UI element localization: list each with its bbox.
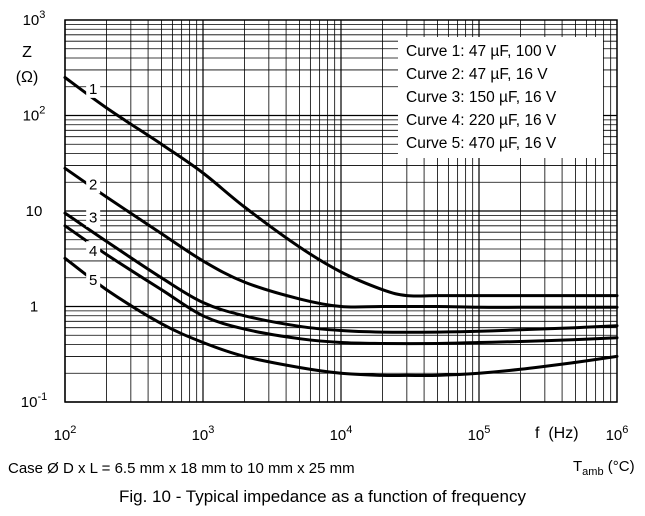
x-tick-label: 106 [606, 424, 629, 444]
x-tick-label: 102 [54, 424, 77, 444]
legend-entry-5: Curve 5: 470 µF, 16 V [406, 135, 557, 152]
plot-border [64, 19, 618, 403]
curves: 1 2 3 4 5 [63, 76, 619, 378]
tamb-label: Tamb (°C) [573, 458, 635, 478]
y-tick-label: 1 [30, 299, 38, 316]
axis-labels: Z (Ω) f (Hz) [16, 44, 579, 442]
curve-label-4: 4 [89, 243, 97, 260]
curve-3 [63, 211, 619, 334]
curve-2 [63, 166, 619, 309]
curve-label-bg-2 [86, 174, 101, 194]
curve-label-bg-3 [86, 207, 101, 227]
y-axis-unit: (Ω) [16, 69, 39, 86]
case-size-note: Case Ø D x L = 6.5 mm x 18 mm to 10 mm x… [8, 460, 355, 477]
curve-label-bg-1 [86, 78, 101, 98]
curve-label-1: 1 [89, 81, 97, 98]
plot-frame [64, 19, 618, 403]
curve-5 [63, 256, 619, 378]
curve-1 [63, 76, 619, 298]
legend-entry-2: Curve 2: 47 µF, 16 V [406, 66, 548, 83]
y-tick-label: 10-1 [21, 391, 47, 411]
curve-label-2: 2 [89, 176, 97, 193]
curve-label-bg-4 [86, 241, 101, 261]
y-tick-label: 103 [23, 9, 46, 29]
legend-entry-4: Curve 4: 220 µF, 16 V [406, 112, 557, 129]
curve-label-5: 5 [89, 272, 97, 289]
x-axis-label: f (Hz) [535, 425, 579, 442]
x-tick-label: 104 [330, 424, 353, 444]
x-tick-label: 103 [192, 424, 215, 444]
legend: Curve 1: 47 µF, 100 V Curve 2: 47 µF, 16… [398, 37, 603, 158]
curve-label-bg-5 [86, 269, 101, 289]
y-tick-label: 10 [26, 203, 43, 220]
tamb-subscript: amb [582, 466, 604, 478]
legend-entry-1: Curve 1: 47 µF, 100 V [406, 43, 557, 60]
x-tick-label: 105 [468, 424, 491, 444]
tamb-unit: (°C) [603, 458, 635, 475]
legend-entry-3: Curve 3: 150 µF, 16 V [406, 89, 557, 106]
y-axis-symbol: Z [22, 44, 32, 61]
curve-4 [63, 224, 619, 346]
figure-caption: Fig. 10 - Typical impedance as a functio… [119, 487, 526, 506]
curve-label-3: 3 [89, 210, 97, 227]
y-tick-label: 102 [23, 105, 46, 125]
tick-labels: 102 103 104 105 106 10-1 1 10 102 103 [21, 9, 629, 444]
tamb-main: T [573, 458, 583, 475]
